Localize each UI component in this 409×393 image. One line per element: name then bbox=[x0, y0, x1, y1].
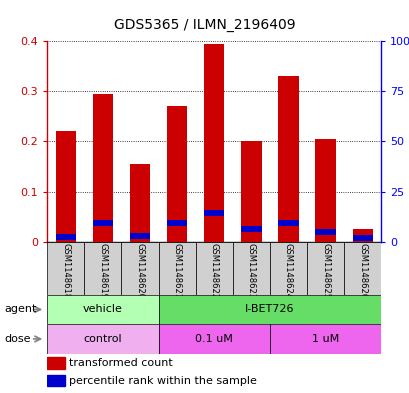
Bar bbox=[278, 76, 298, 242]
Bar bbox=[47, 324, 158, 354]
Text: GSM1148623: GSM1148623 bbox=[246, 243, 255, 299]
Text: GSM1148626: GSM1148626 bbox=[357, 243, 366, 299]
Bar bbox=[84, 242, 121, 295]
Text: dose: dose bbox=[4, 334, 31, 344]
Bar bbox=[47, 295, 158, 324]
Text: GSM1148619: GSM1148619 bbox=[98, 243, 107, 299]
Bar bbox=[55, 234, 76, 240]
Bar bbox=[315, 139, 335, 242]
Bar bbox=[158, 242, 195, 295]
Bar bbox=[269, 324, 380, 354]
Text: 0.1 uM: 0.1 uM bbox=[195, 334, 233, 344]
Bar bbox=[232, 242, 269, 295]
Bar bbox=[204, 44, 224, 242]
Bar bbox=[158, 324, 269, 354]
Bar bbox=[195, 242, 232, 295]
Text: control: control bbox=[83, 334, 122, 344]
Text: GSM1148621: GSM1148621 bbox=[172, 243, 181, 299]
Text: percentile rank within the sample: percentile rank within the sample bbox=[69, 376, 256, 386]
Bar bbox=[278, 220, 298, 226]
Bar bbox=[129, 164, 150, 242]
Bar bbox=[129, 233, 150, 239]
Text: GSM1148625: GSM1148625 bbox=[320, 243, 329, 299]
Bar bbox=[158, 295, 380, 324]
Bar bbox=[240, 226, 261, 232]
Text: agent: agent bbox=[4, 305, 36, 314]
Bar bbox=[47, 375, 65, 386]
Text: GSM1148622: GSM1148622 bbox=[209, 243, 218, 299]
Text: vehicle: vehicle bbox=[83, 305, 122, 314]
Text: I-BET726: I-BET726 bbox=[245, 305, 294, 314]
Bar bbox=[240, 141, 261, 242]
Bar bbox=[352, 229, 372, 242]
Bar bbox=[306, 242, 343, 295]
Bar bbox=[55, 131, 76, 242]
Bar bbox=[121, 242, 158, 295]
Text: GDS5365 / ILMN_2196409: GDS5365 / ILMN_2196409 bbox=[114, 18, 295, 32]
Text: GSM1148618: GSM1148618 bbox=[61, 243, 70, 299]
Bar bbox=[92, 94, 113, 242]
Bar bbox=[47, 357, 65, 369]
Bar bbox=[343, 242, 380, 295]
Bar bbox=[204, 209, 224, 216]
Bar bbox=[92, 220, 113, 226]
Bar bbox=[47, 242, 84, 295]
Bar bbox=[315, 229, 335, 235]
Text: 1 uM: 1 uM bbox=[311, 334, 338, 344]
Bar bbox=[166, 107, 187, 242]
Bar bbox=[352, 235, 372, 241]
Text: GSM1148624: GSM1148624 bbox=[283, 243, 292, 299]
Text: GSM1148620: GSM1148620 bbox=[135, 243, 144, 299]
Bar bbox=[269, 242, 306, 295]
Text: transformed count: transformed count bbox=[69, 358, 173, 368]
Bar bbox=[166, 220, 187, 226]
